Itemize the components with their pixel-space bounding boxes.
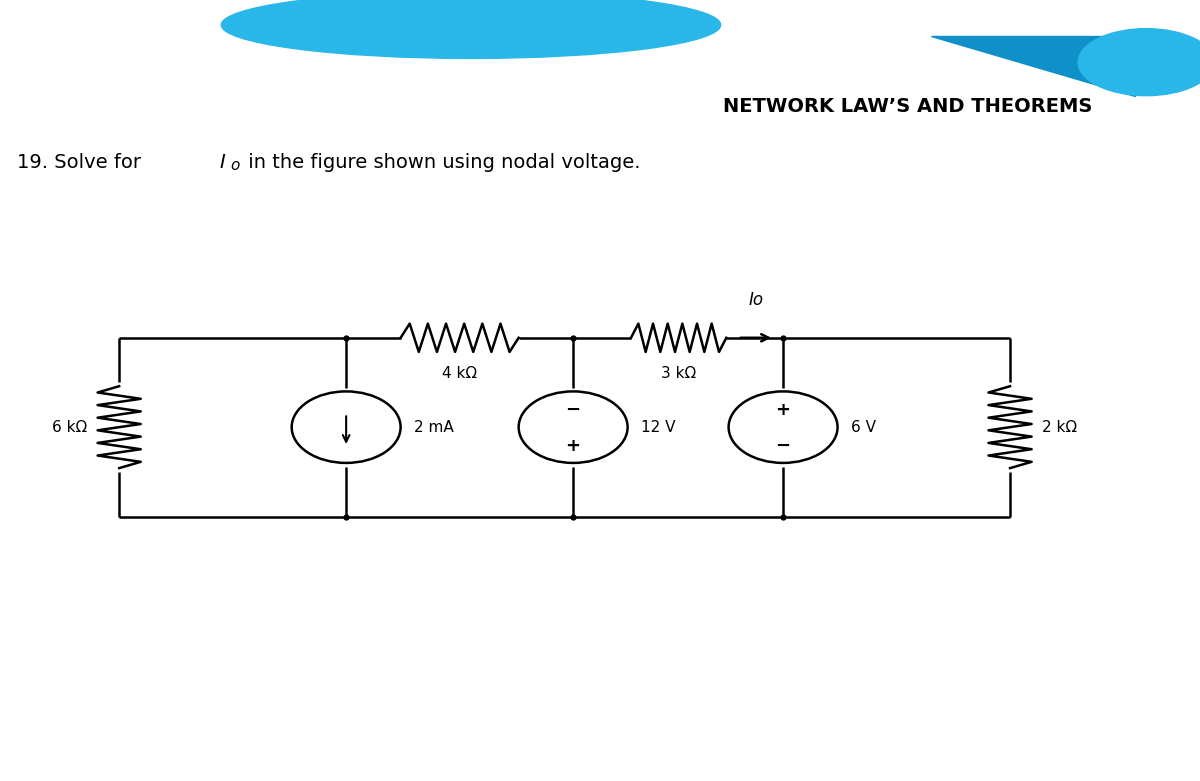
Text: +: + xyxy=(565,437,581,455)
Text: 2 mA: 2 mA xyxy=(414,419,454,435)
Text: I: I xyxy=(220,153,224,173)
Text: o: o xyxy=(230,159,240,173)
Text: 4 kΩ: 4 kΩ xyxy=(442,366,478,381)
Text: 2 kΩ: 2 kΩ xyxy=(1042,419,1076,435)
Text: −: − xyxy=(775,437,791,455)
Text: 19. Solve for: 19. Solve for xyxy=(17,153,148,173)
Text: NETWORK LAW’S AND THEOREMS: NETWORK LAW’S AND THEOREMS xyxy=(724,98,1093,116)
Text: 6 kΩ: 6 kΩ xyxy=(52,419,88,435)
Ellipse shape xyxy=(1078,29,1200,96)
Text: Io: Io xyxy=(749,291,763,309)
Ellipse shape xyxy=(221,0,721,59)
Text: 3 kΩ: 3 kΩ xyxy=(661,366,696,381)
Polygon shape xyxy=(931,36,1135,96)
Text: in the figure shown using nodal voltage.: in the figure shown using nodal voltage. xyxy=(241,153,641,173)
Text: 6 V: 6 V xyxy=(851,419,876,435)
Text: +: + xyxy=(775,401,791,419)
Text: −: − xyxy=(565,401,581,419)
Text: 12 V: 12 V xyxy=(641,419,676,435)
